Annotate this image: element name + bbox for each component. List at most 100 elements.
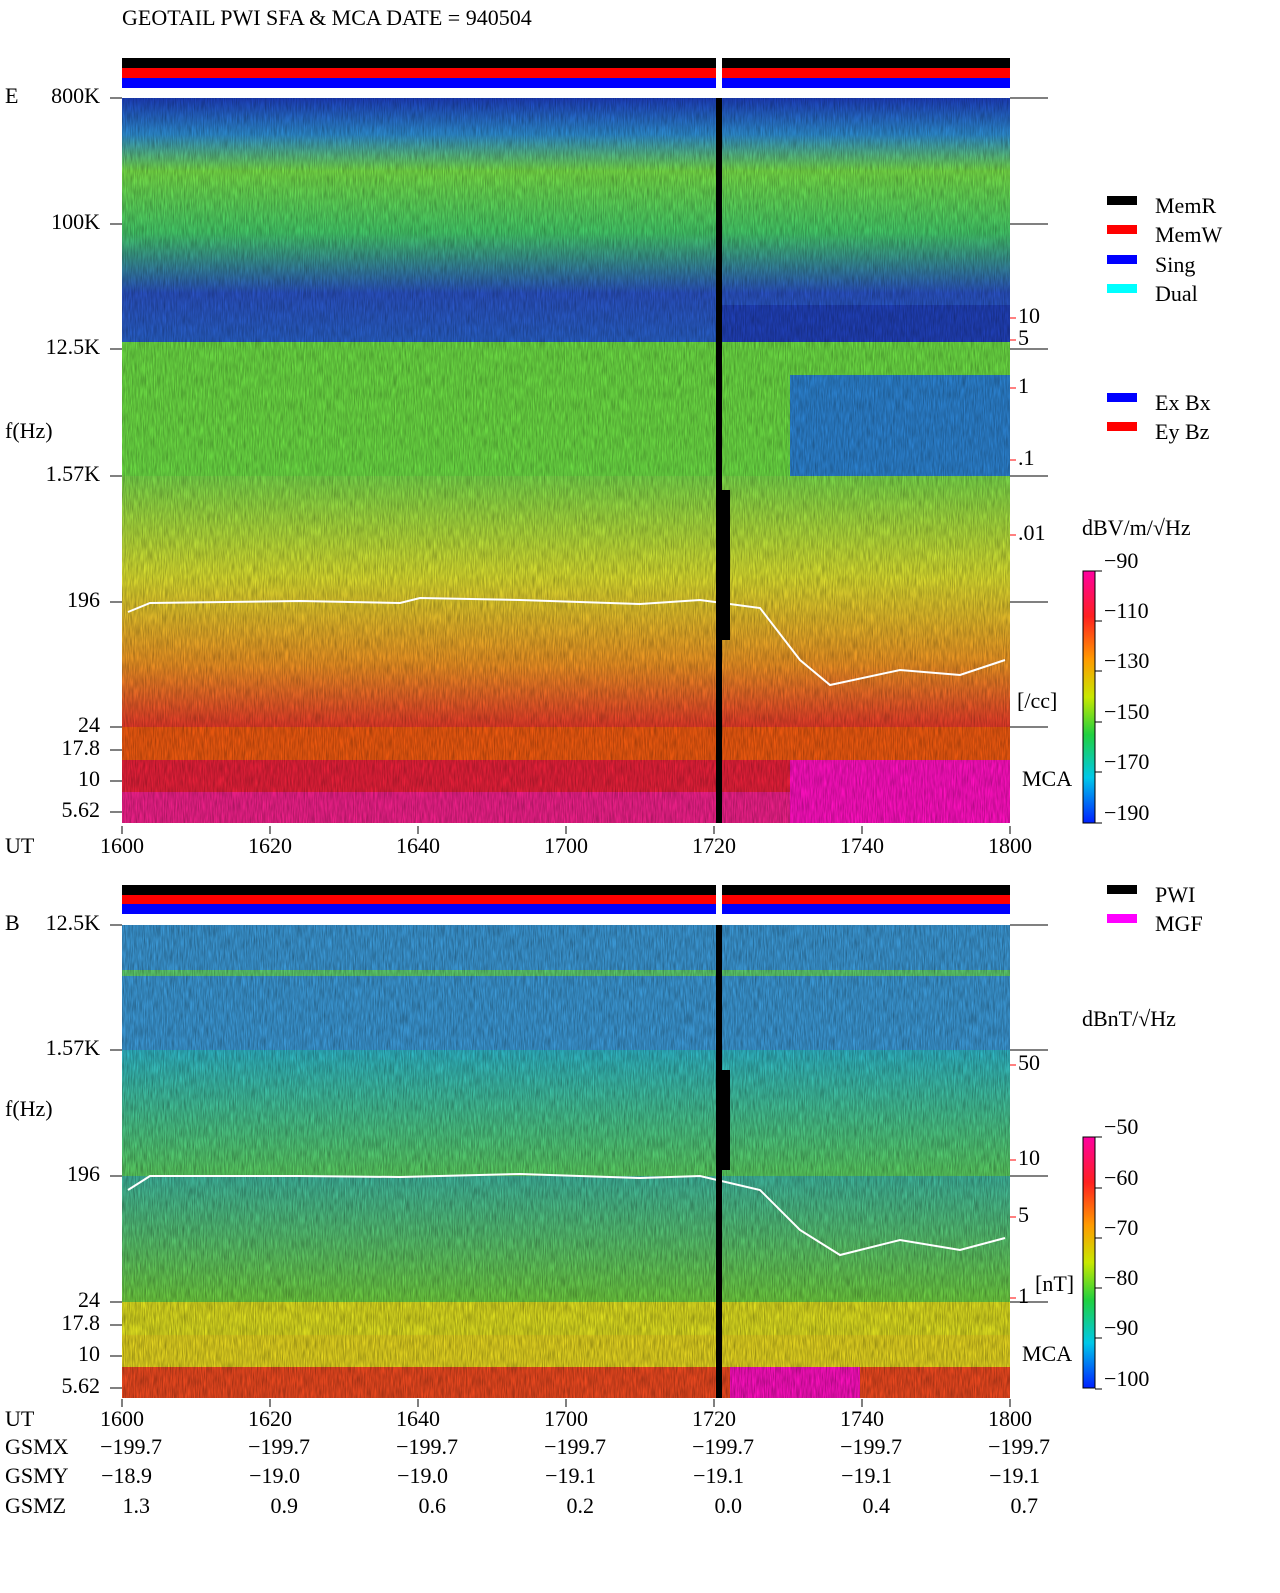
y-tick-label: 17.8	[62, 1310, 101, 1335]
colorbar-tick-label: −130	[1104, 648, 1149, 673]
density-tick-label: 1	[1018, 373, 1029, 398]
y-tick-label: 100K	[51, 209, 100, 234]
y-tick-label: 24	[78, 1287, 100, 1312]
legend-label: Sing	[1155, 252, 1195, 277]
y-tick-label: 10	[78, 766, 100, 791]
x-tick-label: 1600	[100, 1406, 144, 1431]
x-tick-label: 1640	[396, 833, 440, 858]
legend-swatch	[1107, 422, 1137, 431]
y-tick-label: 24	[78, 712, 100, 737]
orbit-value: −199.7	[840, 1434, 902, 1459]
status-bar	[122, 78, 1010, 88]
y-tick-label: 5.62	[62, 1373, 101, 1398]
fce-line	[127, 596, 1006, 687]
y-tick-label: 1.57K	[46, 461, 101, 486]
orbit-value: −199.7	[100, 1434, 162, 1459]
colorbar	[1082, 1136, 1096, 1389]
title: GEOTAIL PWI SFA & MCA DATE = 940504	[122, 5, 532, 30]
density-tick-label: 5	[1018, 325, 1029, 350]
colorbar-tick-label: −90	[1104, 548, 1138, 573]
y-axis-label: f(Hz)	[5, 418, 53, 443]
density-unit: [nT]	[1035, 1271, 1074, 1296]
y-tick-label: 5.62	[62, 797, 101, 822]
orbit-value: 0.2	[567, 1493, 595, 1518]
colorbar-tick-label: −110	[1104, 598, 1149, 623]
x-tick-label: 1700	[544, 833, 588, 858]
orbit-value: 0.9	[271, 1493, 299, 1518]
colorbar-tick-label: −50	[1104, 1114, 1138, 1139]
x-tick-label: 1720	[692, 1406, 736, 1431]
mca-label: MCA	[1022, 766, 1072, 791]
density-tick-label: 5	[1018, 1202, 1029, 1227]
legend-swatch	[1107, 225, 1137, 234]
orbit-label: GSMY	[5, 1463, 69, 1488]
x-tick-label: 1700	[544, 1406, 588, 1431]
density-tick-label: 50	[1018, 1050, 1040, 1075]
orbit-label: GSMZ	[5, 1493, 66, 1518]
orbit-value: 0.7	[1011, 1493, 1039, 1518]
texture	[122, 98, 1010, 823]
status-bar	[122, 904, 1010, 914]
orbit-label: GSMX	[5, 1434, 69, 1459]
orbit-value: −19.1	[545, 1463, 596, 1488]
legend-label: MemR	[1155, 193, 1216, 218]
x-tick-label: 1620	[248, 833, 292, 858]
status-bar	[122, 58, 1010, 68]
y-tick-label: 17.8	[62, 735, 101, 760]
x-tick-label: 1740	[840, 833, 884, 858]
orbit-value: −19.1	[841, 1463, 892, 1488]
orbit-value: −199.7	[248, 1434, 310, 1459]
status-bar	[122, 68, 1010, 78]
x-tick-label: 1640	[396, 1406, 440, 1431]
data-gap	[716, 98, 722, 823]
y-tick-label: 12.5K	[46, 910, 101, 935]
x-axis-label: UT	[5, 1406, 35, 1431]
orbit-value: 0.6	[419, 1493, 447, 1518]
orbit-value: 0.0	[715, 1493, 743, 1518]
orbit-value: 0.4	[863, 1493, 891, 1518]
y-axis-label: f(Hz)	[5, 1096, 53, 1121]
colorbar-tick-label: −80	[1104, 1265, 1138, 1290]
colorbar-tick-label: −90	[1104, 1315, 1138, 1340]
x-tick-label: 1720	[692, 833, 736, 858]
colorbar-tick-label: −100	[1104, 1366, 1149, 1391]
density-tick-label: .1	[1018, 445, 1035, 470]
data-gap	[716, 1070, 730, 1170]
orbit-value: −199.7	[988, 1434, 1050, 1459]
colorbar-tick-label: −150	[1104, 699, 1149, 724]
colorbar-title: dBnT/√Hz	[1082, 1006, 1176, 1031]
mca-label: MCA	[1022, 1341, 1072, 1366]
orbit-value: −19.0	[249, 1463, 300, 1488]
legend-swatch	[1107, 196, 1137, 205]
fce-line	[127, 1172, 1006, 1257]
density-tick-label: .01	[1018, 520, 1046, 545]
legend-label: Ex Bx	[1155, 390, 1211, 415]
orbit-value: −19.1	[693, 1463, 744, 1488]
colorbar-title: dBV/m/√Hz	[1082, 515, 1191, 540]
legend-swatch	[1107, 255, 1137, 264]
x-tick-label: 1600	[100, 833, 144, 858]
legend-label: PWI	[1155, 882, 1195, 907]
density-tick-label: 1	[1018, 1283, 1029, 1308]
y-tick-label: 196	[67, 1161, 100, 1186]
legend-swatch	[1107, 284, 1137, 293]
legend-swatch	[1107, 393, 1137, 402]
colorbar-tick-label: −60	[1104, 1165, 1138, 1190]
x-axis-label: UT	[5, 833, 35, 858]
density-unit: [/cc]	[1017, 688, 1057, 713]
panel-label: B	[5, 910, 20, 935]
x-tick-label: 1620	[248, 1406, 292, 1431]
data-gap	[716, 490, 730, 640]
density-tick-label: 10	[1018, 1145, 1040, 1170]
y-tick-label: 196	[67, 587, 100, 612]
status-gap	[716, 58, 722, 88]
status-bar	[122, 885, 1010, 895]
legend-label: Dual	[1155, 281, 1198, 306]
colorbar-tick-label: −70	[1104, 1215, 1138, 1240]
y-tick-label: 12.5K	[46, 334, 101, 359]
texture	[122, 925, 1010, 1398]
y-tick-label: 10	[78, 1341, 100, 1366]
orbit-value: −199.7	[396, 1434, 458, 1459]
